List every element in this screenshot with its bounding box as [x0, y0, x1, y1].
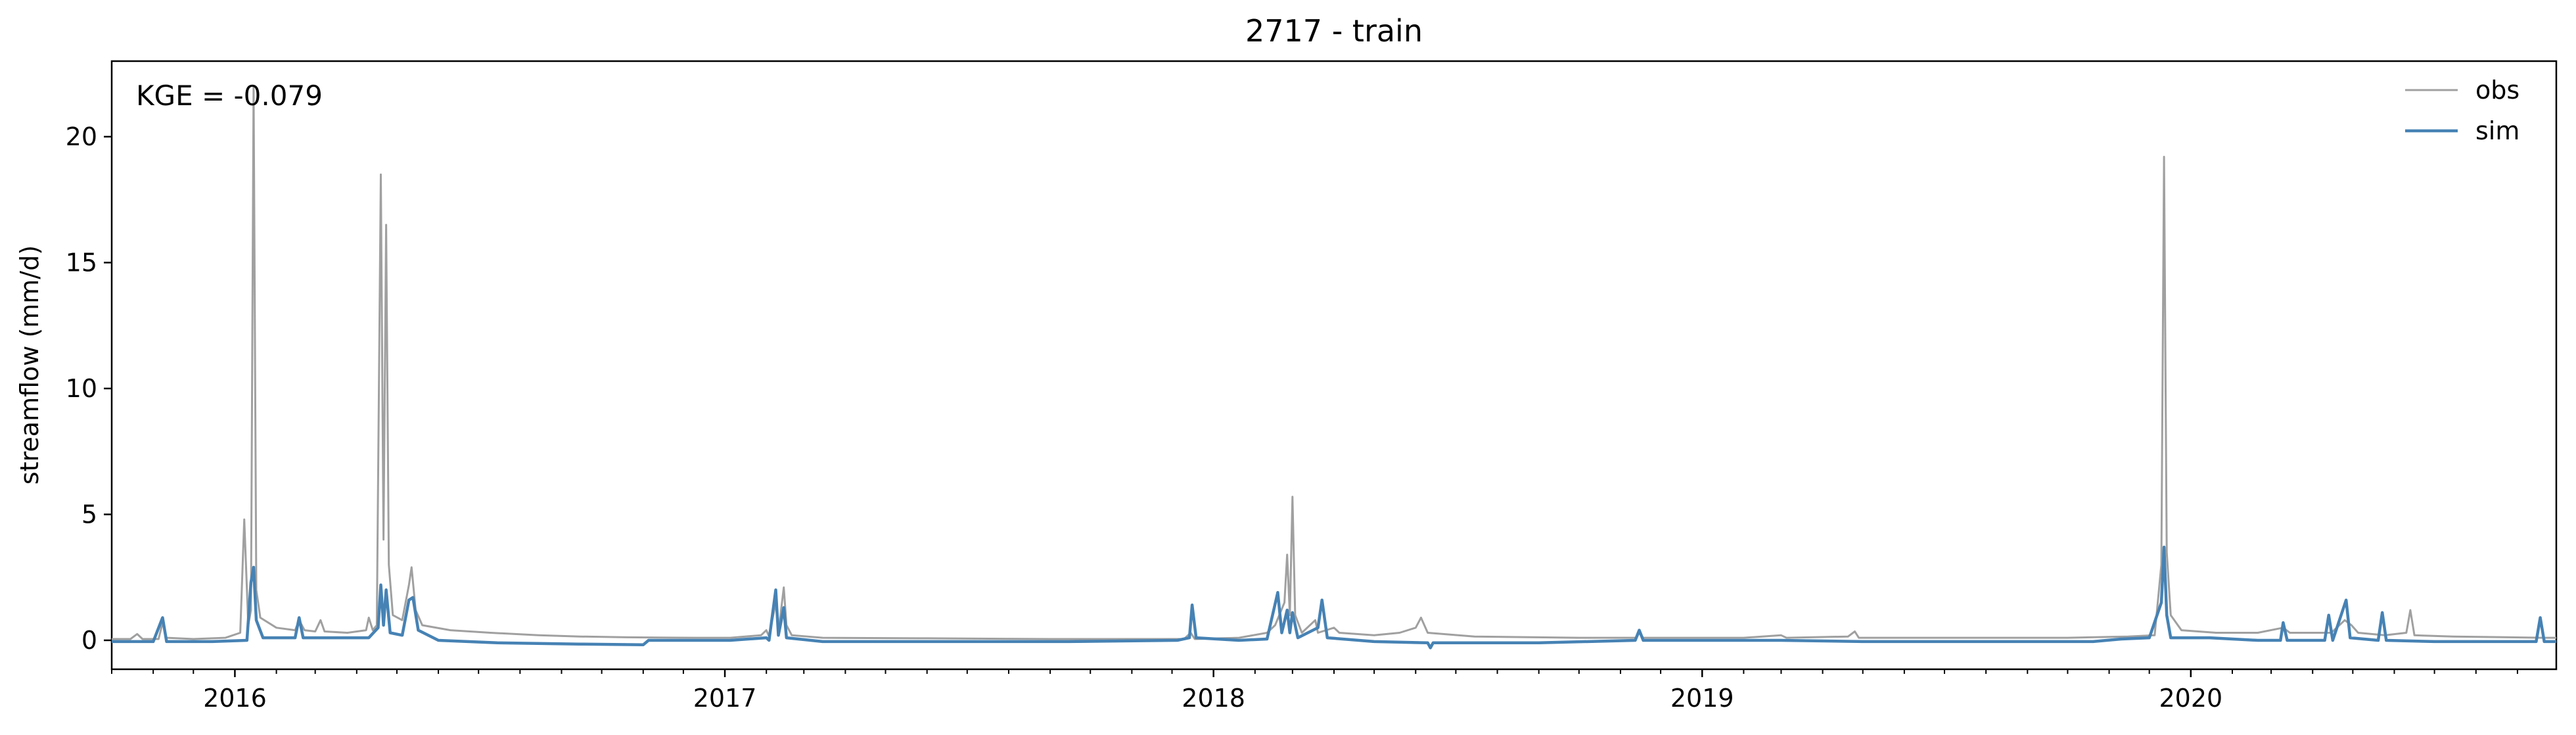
y-axis: 0 5 10 15 20	[66, 122, 112, 655]
series-layer	[112, 85, 2556, 650]
series-line-obs	[112, 85, 2556, 640]
y-tick-label: 15	[66, 248, 97, 277]
y-tick-label: 20	[66, 122, 97, 151]
legend-label-obs: obs	[2475, 76, 2519, 105]
x-tick-label: 2020	[2159, 684, 2222, 713]
y-tick-label: 10	[66, 374, 97, 403]
series-line-sim	[112, 545, 2556, 650]
x-tick-label: 2016	[203, 684, 267, 713]
x-tick-label: 2017	[693, 684, 757, 713]
plot-frame	[110, 60, 2558, 671]
y-axis-label: streamflow (mm/d)	[15, 245, 44, 485]
kge-annotation: KGE = -0.079	[136, 80, 323, 112]
legend: obs sim	[2405, 76, 2519, 145]
legend-label-sim: sim	[2475, 116, 2519, 145]
x-tick-label: 2019	[1670, 684, 1734, 713]
x-axis: 2016 2017 2018 2019 2020	[111, 669, 2518, 713]
x-tick-label: 2018	[1182, 684, 1245, 713]
y-tick-label: 5	[81, 500, 97, 529]
y-tick-label: 0	[81, 626, 97, 655]
chart-title: 2717 - train	[1245, 13, 1423, 49]
